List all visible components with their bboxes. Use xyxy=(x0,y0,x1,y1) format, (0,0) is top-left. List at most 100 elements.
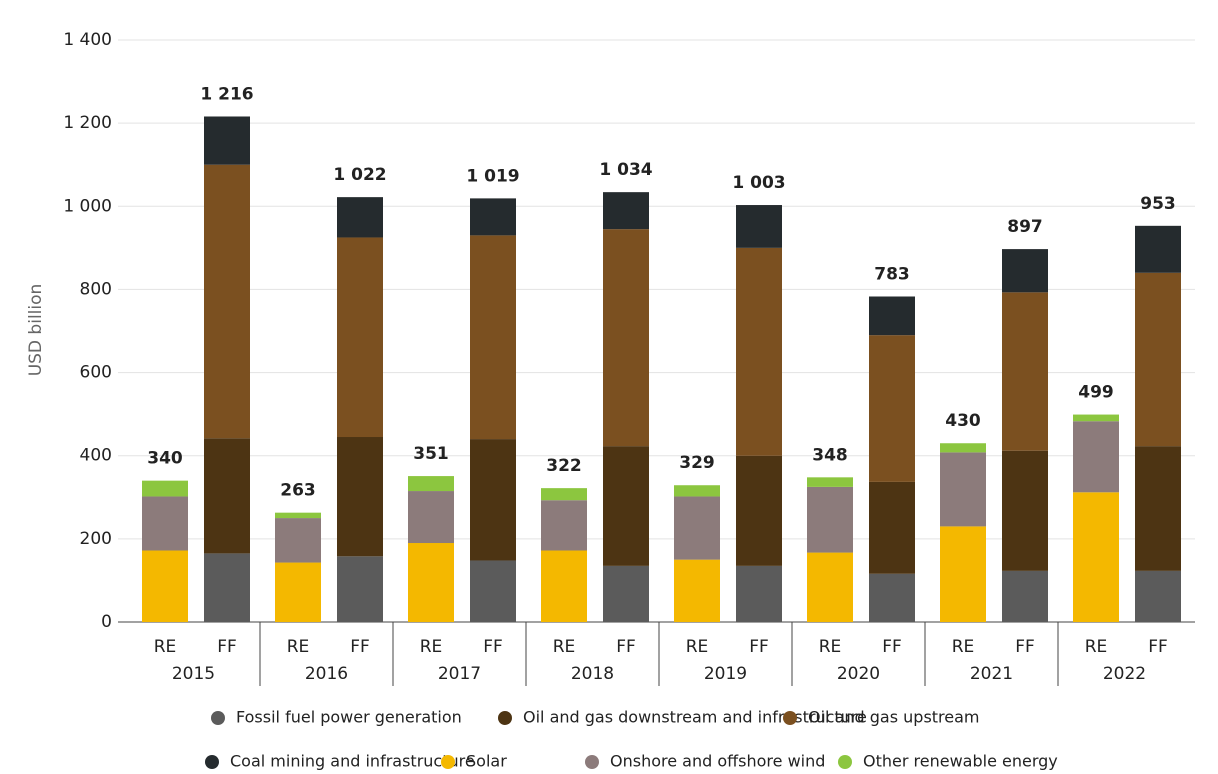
total-label: 348 xyxy=(812,445,848,465)
legend-label: Fossil fuel power generation xyxy=(236,708,462,727)
bar-segment xyxy=(1002,450,1048,571)
total-label: 430 xyxy=(945,411,981,431)
total-label: 351 xyxy=(413,444,449,464)
y-tick-label: 1 200 xyxy=(63,113,112,133)
bar-segment xyxy=(470,560,516,622)
bar-segment xyxy=(337,197,383,238)
bar-segment xyxy=(1002,292,1048,451)
group-label: 2022 xyxy=(1103,664,1146,684)
legend-label: Solar xyxy=(466,752,507,771)
total-label: 897 xyxy=(1007,217,1043,237)
legend-label: Onshore and offshore wind xyxy=(610,752,825,771)
x-tick-label: RE xyxy=(819,637,842,657)
x-tick-label: FF xyxy=(483,637,503,657)
legend-label: Oil and gas downstream and infrastructur… xyxy=(523,708,867,727)
y-tick-label: 800 xyxy=(80,279,112,299)
bar-segment xyxy=(807,552,853,622)
bar-segment xyxy=(736,455,782,566)
x-tick-label: FF xyxy=(1015,637,1035,657)
bar-segment xyxy=(470,439,516,561)
group-label: 2015 xyxy=(172,664,215,684)
bar-segment xyxy=(869,335,915,482)
bar-segment xyxy=(1135,225,1181,273)
bar-segment xyxy=(1073,492,1119,622)
bar-segment xyxy=(275,562,321,622)
total-label: 1 216 xyxy=(200,84,253,104)
bar-segment xyxy=(1135,446,1181,571)
y-axis-label: USD billion xyxy=(26,284,46,377)
bar-segment xyxy=(736,565,782,622)
total-label: 263 xyxy=(280,481,316,501)
bar-segment xyxy=(1135,272,1181,447)
total-label: 1 034 xyxy=(599,160,652,180)
bar-segment xyxy=(1135,570,1181,622)
bar-segment xyxy=(940,526,986,622)
x-tick-label: FF xyxy=(882,637,902,657)
group-label: 2017 xyxy=(438,664,481,684)
legend-swatch xyxy=(498,711,512,725)
y-tick-label: 600 xyxy=(80,363,112,383)
y-tick-label: 1 000 xyxy=(63,196,112,216)
bar-segment xyxy=(337,437,383,557)
bar-segment xyxy=(204,116,250,165)
bar-segment xyxy=(408,491,454,544)
legend-swatch xyxy=(783,711,797,725)
x-tick-label: RE xyxy=(553,637,576,657)
group-label: 2020 xyxy=(837,664,880,684)
total-label: 322 xyxy=(546,456,582,476)
y-tick-label: 0 xyxy=(101,612,112,632)
x-tick-label: RE xyxy=(952,637,975,657)
legend-swatch xyxy=(211,711,225,725)
x-tick-label: FF xyxy=(350,637,370,657)
bar-segment xyxy=(736,205,782,248)
bar-segment xyxy=(869,573,915,622)
total-label: 1 022 xyxy=(333,165,386,185)
x-tick-label: RE xyxy=(686,637,709,657)
bar-segment xyxy=(603,229,649,447)
bar-segment xyxy=(142,550,188,622)
group-label: 2019 xyxy=(704,664,747,684)
bar-segment xyxy=(940,443,986,453)
legend-label: Coal mining and infrastructure xyxy=(230,752,475,771)
bar-segment xyxy=(1002,570,1048,622)
bar-segment xyxy=(408,476,454,492)
y-tick-label: 1 400 xyxy=(63,30,112,50)
total-label: 1 019 xyxy=(466,166,519,186)
bar-segment xyxy=(204,438,250,554)
y-tick-label: 400 xyxy=(80,446,112,466)
total-label: 783 xyxy=(874,264,910,284)
total-label: 340 xyxy=(147,449,183,469)
bar-segment xyxy=(603,446,649,566)
bar-segment xyxy=(541,500,587,551)
bar-segment xyxy=(1073,421,1119,493)
x-tick-label: FF xyxy=(616,637,636,657)
bar-segment xyxy=(940,452,986,527)
bar-segment xyxy=(541,488,587,501)
bar-segment xyxy=(807,486,853,553)
bar-segment xyxy=(1073,414,1119,422)
total-label: 499 xyxy=(1078,383,1114,403)
bar-segment xyxy=(674,496,720,560)
x-tick-label: FF xyxy=(217,637,237,657)
bar-segment xyxy=(603,192,649,230)
total-label: 329 xyxy=(679,453,715,473)
x-tick-label: FF xyxy=(749,637,769,657)
bar-segment xyxy=(1002,249,1048,293)
group-label: 2021 xyxy=(970,664,1013,684)
bar-segment xyxy=(869,481,915,574)
bar-segment xyxy=(674,559,720,622)
x-tick-label: RE xyxy=(1085,637,1108,657)
x-tick-label: RE xyxy=(287,637,310,657)
bar-segment xyxy=(142,496,188,551)
bar-segment xyxy=(275,518,321,563)
bar-segment xyxy=(204,164,250,439)
legend-swatch xyxy=(838,755,852,769)
bar-segment xyxy=(603,565,649,622)
bar-segment xyxy=(408,543,454,622)
x-tick-label: FF xyxy=(1148,637,1168,657)
total-label: 953 xyxy=(1140,194,1176,214)
bar-segment xyxy=(142,480,188,497)
bar-segment xyxy=(807,477,853,487)
bar-segment xyxy=(869,296,915,336)
group-label: 2018 xyxy=(571,664,614,684)
